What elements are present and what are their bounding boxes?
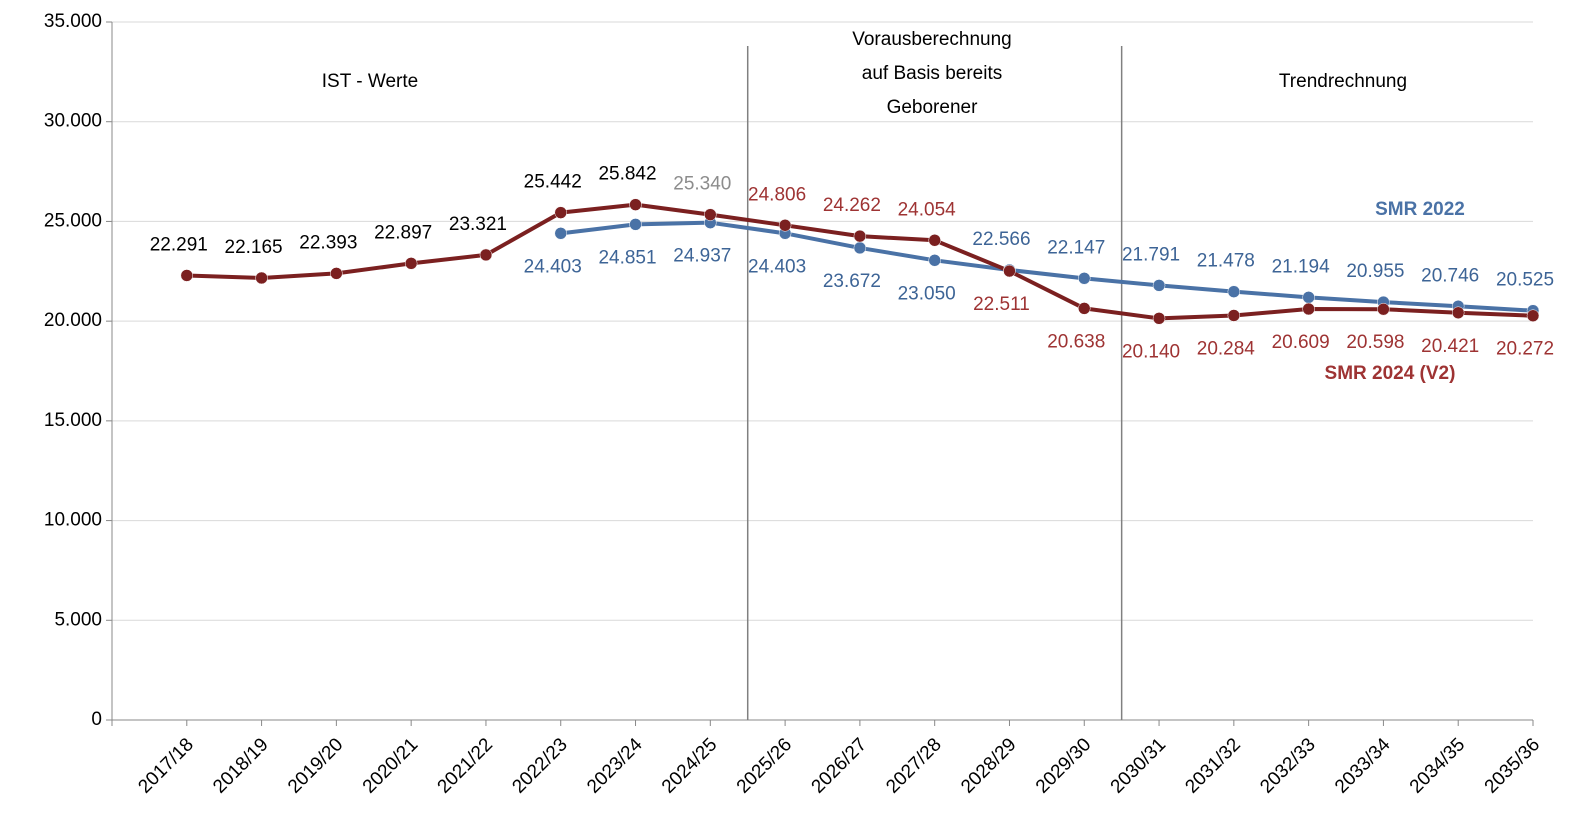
x-tick-label: 2032/33: [1256, 734, 1319, 797]
x-tick-label: 2029/30: [1032, 734, 1095, 797]
x-tick-label: 2023/24: [583, 734, 647, 798]
series-marker: [1078, 272, 1091, 285]
data-label: 23.321: [449, 214, 507, 235]
data-label: 20.609: [1272, 332, 1330, 353]
data-label: 22.897: [374, 222, 432, 243]
data-label: 24.806: [748, 184, 806, 205]
series-marker: [554, 227, 567, 240]
data-label: 20.598: [1346, 332, 1404, 353]
x-tick-label: 2024/25: [658, 734, 721, 797]
data-label: 21.478: [1197, 251, 1255, 272]
series-marker: [554, 206, 567, 219]
data-label: 22.511: [973, 294, 1030, 315]
data-label: 20.272: [1496, 339, 1554, 360]
x-tick-label: 2020/21: [359, 734, 422, 797]
series-marker: [1377, 302, 1390, 316]
series-marker: [1003, 264, 1016, 278]
data-label: 20.638: [1047, 331, 1105, 352]
data-label: 24.937: [673, 246, 731, 267]
series-marker: [1078, 302, 1091, 315]
data-label: 22.291: [150, 234, 208, 255]
data-label: 21.791: [1122, 244, 1180, 265]
y-tick-label: 25.000: [44, 210, 102, 231]
x-tick-label: 2034/35: [1406, 734, 1469, 797]
data-label: 20.421: [1421, 336, 1479, 357]
x-tick-label: 2019/20: [284, 734, 347, 797]
y-tick-label: 35.000: [44, 11, 102, 32]
x-tick-label: 2018/19: [209, 734, 272, 797]
section-label: Geborener: [887, 97, 979, 118]
data-label: 20.284: [1197, 338, 1256, 359]
x-tick-label: 2022/23: [508, 734, 571, 797]
x-tick-label: 2031/32: [1182, 734, 1245, 797]
x-tick-label: 2035/36: [1481, 734, 1544, 797]
data-label: 21.194: [1272, 256, 1331, 277]
section-label: Trendrechnung: [1279, 71, 1407, 92]
y-tick-label: 30.000: [44, 111, 102, 132]
data-label: 24.403: [748, 256, 806, 277]
series-marker: [330, 267, 343, 280]
data-label: 23.050: [898, 283, 956, 304]
data-label: 22.566: [972, 229, 1030, 250]
series-marker: [629, 198, 642, 211]
y-tick-label: 20.000: [44, 310, 102, 331]
x-tick-label: 2025/26: [733, 734, 796, 797]
data-label: 20.746: [1421, 265, 1479, 286]
series-marker: [629, 218, 642, 231]
x-tick-label: 2028/29: [957, 734, 1020, 797]
x-tick-label: 2033/34: [1331, 734, 1395, 798]
y-tick-label: 5.000: [54, 609, 102, 630]
series-marker: [928, 254, 941, 267]
data-label: 24.403: [524, 256, 582, 277]
series-marker: [1451, 306, 1465, 319]
data-label: 25.340: [673, 174, 731, 195]
data-label: 22.165: [225, 237, 283, 258]
series-marker: [1302, 291, 1315, 304]
series-marker: [778, 219, 792, 232]
x-tick-label: 2026/27: [808, 734, 871, 797]
section-label: Vorausberechnung: [852, 29, 1012, 50]
data-label: 24.851: [598, 247, 656, 268]
legend-entry: SMR 2022: [1375, 199, 1465, 220]
data-label: 23.672: [823, 271, 881, 292]
series-marker: [1227, 285, 1241, 298]
data-label: 25.842: [598, 164, 656, 185]
data-label: 22.393: [299, 232, 357, 253]
series-marker: [1152, 312, 1166, 325]
y-tick-label: 10.000: [44, 510, 102, 531]
series-marker: [1302, 302, 1315, 316]
data-label: 24.262: [823, 195, 881, 216]
x-tick-label: 2017/18: [134, 734, 197, 797]
x-tick-label: 2030/31: [1107, 734, 1170, 797]
data-label: 22.147: [1047, 237, 1105, 258]
series-marker: [1227, 309, 1241, 322]
series-marker: [928, 234, 941, 247]
series-marker: [180, 269, 194, 282]
data-label: 24.054: [898, 199, 957, 220]
series-marker: [704, 208, 717, 221]
legend-entry: SMR 2024 (V2): [1325, 363, 1456, 384]
x-tick-label: 2027/28: [882, 734, 945, 797]
series-marker: [404, 257, 418, 270]
series-marker: [853, 241, 867, 255]
section-label: IST - Werte: [322, 71, 418, 92]
data-label: 20.955: [1346, 261, 1404, 282]
series-marker: [1152, 279, 1166, 292]
series-marker: [255, 271, 268, 285]
series-line: [560, 220, 1534, 313]
y-tick-label: 0: [91, 709, 102, 730]
data-label: 25.442: [524, 172, 582, 193]
x-tick-label: 2021/22: [434, 734, 497, 797]
y-tick-label: 15.000: [44, 410, 102, 431]
section-label: auf Basis bereits: [862, 63, 1002, 84]
series-marker: [853, 229, 867, 243]
series-marker: [1526, 309, 1540, 322]
series-marker: [479, 248, 493, 262]
data-label: 20.525: [1496, 270, 1554, 291]
data-label: 20.140: [1122, 341, 1180, 362]
